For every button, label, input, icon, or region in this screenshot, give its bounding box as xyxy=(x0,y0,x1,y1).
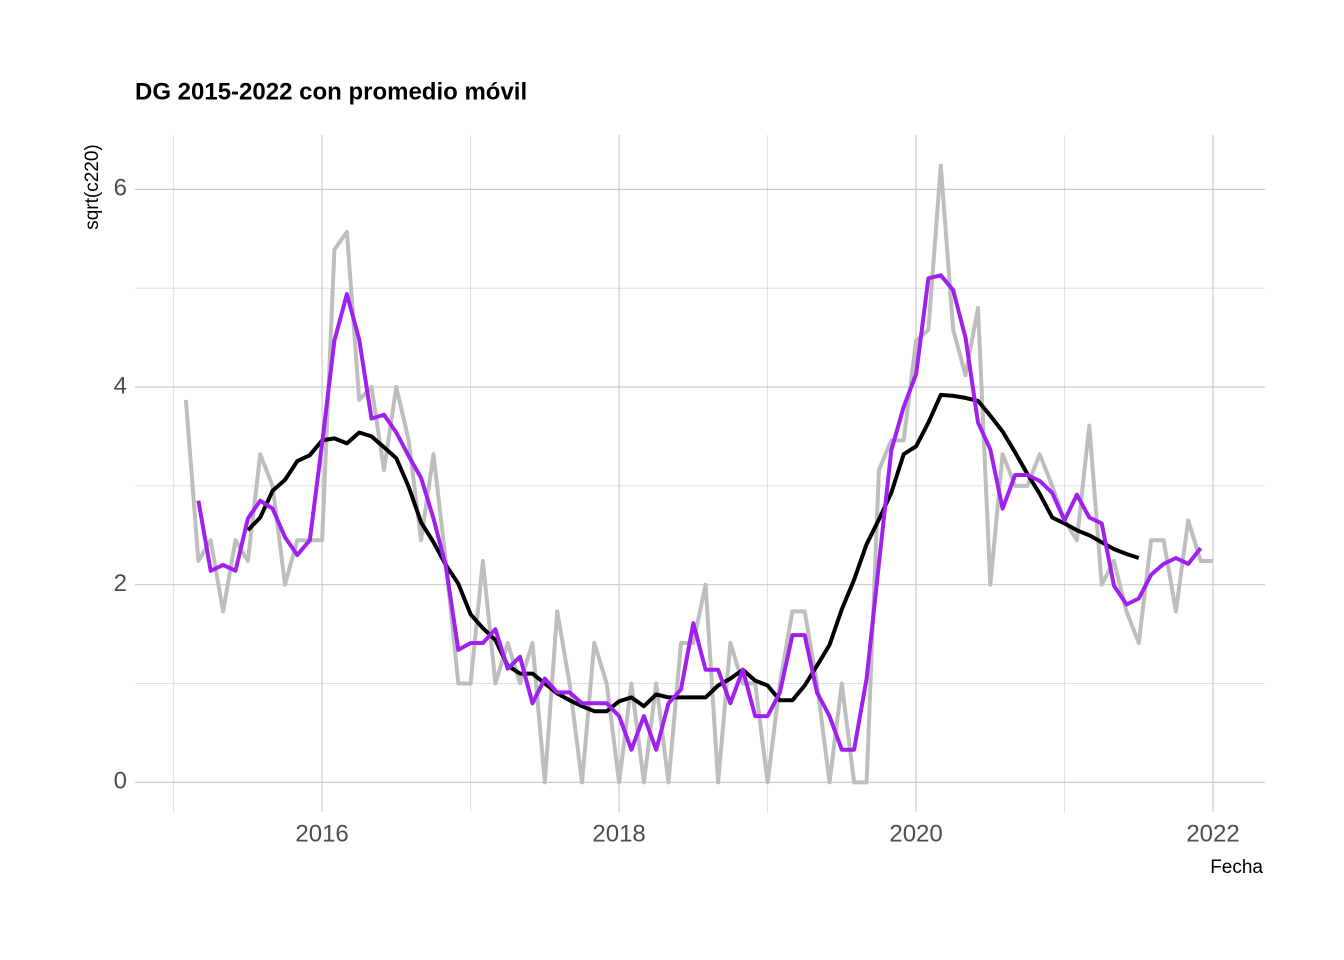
x-tick-label: 2018 xyxy=(592,820,645,847)
x-tick-label: 2020 xyxy=(889,820,942,847)
x-tick-label: 2022 xyxy=(1186,820,1239,847)
y-tick-label: 4 xyxy=(114,372,127,399)
series-line xyxy=(183,163,1213,785)
chart-title: DG 2015-2022 con promedio móvil xyxy=(135,78,527,105)
y-tick-label: 6 xyxy=(114,175,127,202)
x-axis-label: Fecha xyxy=(1210,857,1263,878)
y-axis-label: sqrt(c220) xyxy=(82,144,103,230)
y-tick-label: 2 xyxy=(114,570,127,597)
series-line xyxy=(196,273,1203,752)
x-tick-label: 2016 xyxy=(295,820,348,847)
y-tick-label: 0 xyxy=(114,768,127,795)
series-line xyxy=(246,392,1140,714)
